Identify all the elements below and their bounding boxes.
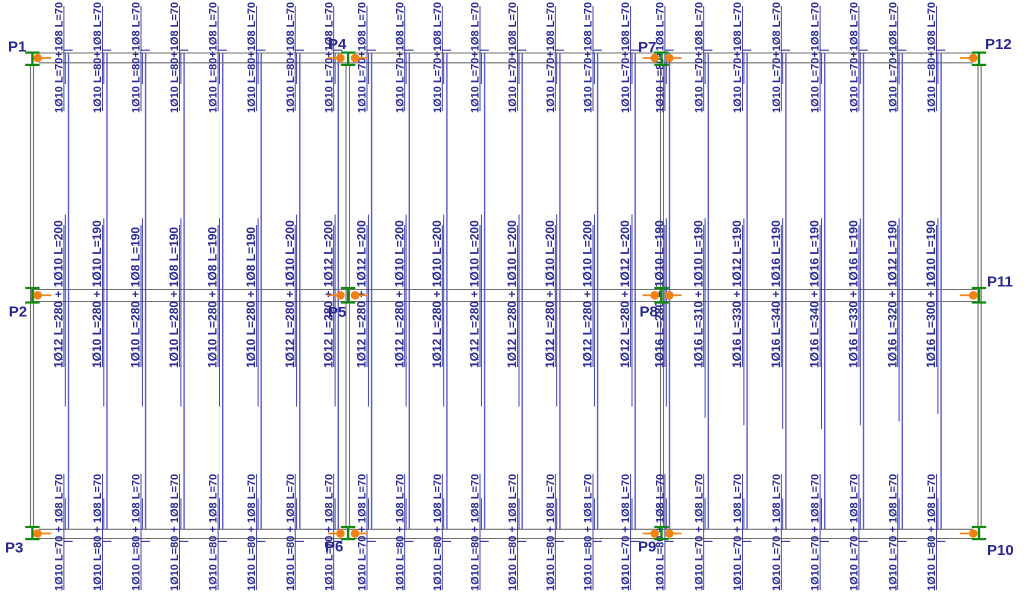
svg-text:1Ø16 L=340 + 1Ø16 L=190: 1Ø16 L=340 + 1Ø16 L=190 — [808, 220, 822, 368]
svg-text:P4: P4 — [328, 36, 347, 53]
svg-text:1Ø10 L=70+1Ø8 L=70: 1Ø10 L=70+1Ø8 L=70 — [620, 2, 632, 113]
svg-text:1Ø10 L=70+1Ø8 L=70: 1Ø10 L=70+1Ø8 L=70 — [732, 2, 744, 113]
svg-text:1Ø10 L=80 + 1Ø8 L=70: 1Ø10 L=80 + 1Ø8 L=70 — [208, 474, 220, 591]
svg-text:P5: P5 — [328, 304, 346, 321]
svg-text:1Ø10 L=80+1Ø8 L=70: 1Ø10 L=80+1Ø8 L=70 — [285, 2, 297, 113]
svg-text:1Ø10 L=80+1Ø8 L=70: 1Ø10 L=80+1Ø8 L=70 — [208, 2, 220, 113]
svg-text:1Ø10 L=80+1Ø8 L=70: 1Ø10 L=80+1Ø8 L=70 — [926, 2, 938, 113]
svg-text:1Ø12 L=280 + 1Ø10 L=200: 1Ø12 L=280 + 1Ø10 L=200 — [581, 220, 595, 368]
svg-text:1Ø10 L=70+1Ø8 L=70: 1Ø10 L=70+1Ø8 L=70 — [693, 2, 705, 113]
svg-text:1Ø10 L=70 + 1Ø8 L=70: 1Ø10 L=70 + 1Ø8 L=70 — [54, 474, 66, 591]
svg-text:1Ø10 L=70 + 1Ø8 L=70: 1Ø10 L=70 + 1Ø8 L=70 — [810, 474, 822, 591]
svg-text:1Ø12 L=280 + 1Ø12 L=200: 1Ø12 L=280 + 1Ø12 L=200 — [321, 220, 335, 368]
svg-text:1Ø16 L=320 + 1Ø12 L=190: 1Ø16 L=320 + 1Ø12 L=190 — [885, 220, 899, 368]
svg-text:1Ø10 L=70 + 1Ø8 L=70: 1Ø10 L=70 + 1Ø8 L=70 — [693, 474, 705, 591]
svg-text:P9: P9 — [638, 539, 656, 556]
svg-text:1Ø12 L=280 + 1Ø10 L=200: 1Ø12 L=280 + 1Ø10 L=200 — [468, 220, 482, 368]
svg-text:1Ø10 L=80+1Ø8 L=70: 1Ø10 L=80+1Ø8 L=70 — [131, 2, 143, 113]
svg-text:1Ø12 L=280 + 1Ø12 L=200: 1Ø12 L=280 + 1Ø12 L=200 — [355, 220, 369, 368]
svg-text:1Ø10 L=70 + 1Ø8 L=70: 1Ø10 L=70 + 1Ø8 L=70 — [771, 474, 783, 591]
svg-text:1Ø10 L=70+1Ø8 L=70: 1Ø10 L=70+1Ø8 L=70 — [810, 2, 822, 113]
svg-text:P6: P6 — [325, 539, 343, 556]
svg-text:1Ø10 L=70 + 1Ø8 L=70: 1Ø10 L=70 + 1Ø8 L=70 — [732, 474, 744, 591]
svg-text:1Ø12 L=280 + 1Ø12 L=200: 1Ø12 L=280 + 1Ø12 L=200 — [618, 220, 632, 368]
svg-text:1Ø10 L=70+1Ø8 L=70: 1Ø10 L=70+1Ø8 L=70 — [771, 2, 783, 113]
svg-text:1Ø10 L=80 + 1Ø8 L=70: 1Ø10 L=80 + 1Ø8 L=70 — [169, 474, 181, 591]
svg-text:1Ø12 L=280 + 1Ø10 L=200: 1Ø12 L=280 + 1Ø10 L=200 — [283, 220, 297, 368]
svg-text:1Ø10 L=80 + 1Ø8 L=70: 1Ø10 L=80 + 1Ø8 L=70 — [583, 474, 595, 591]
svg-text:1Ø10 L=280 + 1Ø8 L=190: 1Ø10 L=280 + 1Ø8 L=190 — [206, 227, 220, 368]
svg-text:P10: P10 — [987, 542, 1014, 559]
svg-text:1Ø12 L=280 + 1Ø10 L=200: 1Ø12 L=280 + 1Ø10 L=200 — [392, 220, 406, 368]
svg-text:1Ø10 L=280 + 1Ø10 L=190: 1Ø10 L=280 + 1Ø10 L=190 — [90, 220, 104, 368]
svg-text:1Ø10 L=80 + 1Ø8 L=70: 1Ø10 L=80 + 1Ø8 L=70 — [507, 474, 519, 591]
svg-text:1Ø12 L=280 + 1Ø10 L=200: 1Ø12 L=280 + 1Ø10 L=200 — [52, 220, 66, 368]
svg-text:1Ø10 L=80+1Ø8 L=70: 1Ø10 L=80+1Ø8 L=70 — [169, 2, 181, 113]
svg-text:1Ø10 L=70+1Ø8 L=70: 1Ø10 L=70+1Ø8 L=70 — [887, 2, 899, 113]
svg-text:1Ø10 L=80 + 1Ø8 L=70: 1Ø10 L=80 + 1Ø8 L=70 — [545, 474, 557, 591]
svg-text:1Ø16 L=300 + 1Ø10 L=190: 1Ø16 L=300 + 1Ø10 L=190 — [924, 220, 938, 368]
svg-text:1Ø10 L=80+1Ø8 L=70: 1Ø10 L=80+1Ø8 L=70 — [246, 2, 258, 113]
svg-text:1Ø16 L=310 + 1Ø10 L=190: 1Ø16 L=310 + 1Ø10 L=190 — [691, 220, 705, 368]
svg-text:1Ø10 L=70+1Ø8 L=70: 1Ø10 L=70+1Ø8 L=70 — [507, 2, 519, 113]
svg-text:P3: P3 — [5, 540, 23, 557]
svg-text:P7: P7 — [638, 39, 656, 56]
svg-text:1Ø10 L=70+1Ø8 L=70: 1Ø10 L=70+1Ø8 L=70 — [583, 2, 595, 113]
svg-text:1Ø10 L=80 + 1Ø8 L=70: 1Ø10 L=80 + 1Ø8 L=70 — [131, 474, 143, 591]
svg-text:1Ø10 L=70+1Ø8 L=70: 1Ø10 L=70+1Ø8 L=70 — [545, 2, 557, 113]
svg-text:1Ø10 L=70 + 1Ø8 L=70: 1Ø10 L=70 + 1Ø8 L=70 — [620, 474, 632, 591]
svg-text:P1: P1 — [8, 39, 26, 56]
svg-text:P8: P8 — [640, 304, 658, 321]
svg-text:1Ø10 L=80 + 1Ø8 L=70: 1Ø10 L=80 + 1Ø8 L=70 — [92, 474, 104, 591]
svg-text:P11: P11 — [987, 274, 1013, 291]
svg-text:1Ø10 L=80 + 1Ø8 L=70: 1Ø10 L=80 + 1Ø8 L=70 — [394, 474, 406, 591]
svg-text:1Ø16 L=330 + 1Ø12 L=190: 1Ø16 L=330 + 1Ø12 L=190 — [730, 220, 744, 368]
svg-text:1Ø16 L=280 + 1Ø10 L=190: 1Ø16 L=280 + 1Ø10 L=190 — [653, 220, 667, 368]
svg-text:P2: P2 — [9, 304, 27, 321]
svg-text:1Ø10 L=280 + 1Ø8 L=190: 1Ø10 L=280 + 1Ø8 L=190 — [167, 227, 181, 368]
svg-text:1Ø16 L=330 + 1Ø16 L=190: 1Ø16 L=330 + 1Ø16 L=190 — [847, 220, 861, 368]
svg-text:1Ø10 L=70+1Ø8 L=70: 1Ø10 L=70+1Ø8 L=70 — [849, 2, 861, 113]
svg-text:1Ø10 L=70 + 1Ø8 L=70: 1Ø10 L=70 + 1Ø8 L=70 — [887, 474, 899, 591]
svg-text:1Ø10 L=80 + 1Ø8 L=70: 1Ø10 L=80 + 1Ø8 L=70 — [926, 474, 938, 591]
svg-text:1Ø12 L=280 + 1Ø10 L=200: 1Ø12 L=280 + 1Ø10 L=200 — [505, 220, 519, 368]
svg-text:1Ø10 L=280 + 1Ø8 L=190: 1Ø10 L=280 + 1Ø8 L=190 — [244, 227, 258, 368]
svg-text:1Ø10 L=70+1Ø8 L=70: 1Ø10 L=70+1Ø8 L=70 — [394, 2, 406, 113]
svg-text:1Ø12 L=280 + 1Ø10 L=200: 1Ø12 L=280 + 1Ø10 L=200 — [543, 220, 557, 368]
svg-text:1Ø10 L=70+1Ø8 L=70: 1Ø10 L=70+1Ø8 L=70 — [432, 2, 444, 113]
svg-text:1Ø10 L=80 + 1Ø8 L=70: 1Ø10 L=80 + 1Ø8 L=70 — [470, 474, 482, 591]
svg-text:1Ø10 L=280 + 1Ø8 L=190: 1Ø10 L=280 + 1Ø8 L=190 — [129, 227, 143, 368]
svg-text:1Ø10 L=70+1Ø8 L=70: 1Ø10 L=70+1Ø8 L=70 — [470, 2, 482, 113]
svg-text:1Ø16 L=340 + 1Ø16 L=190: 1Ø16 L=340 + 1Ø16 L=190 — [769, 220, 783, 368]
svg-text:1Ø10 L=70 + 1Ø8 L=70: 1Ø10 L=70 + 1Ø8 L=70 — [323, 474, 335, 591]
svg-text:1Ø10 L=70 + 1Ø8 L=70: 1Ø10 L=70 + 1Ø8 L=70 — [849, 474, 861, 591]
svg-text:1Ø10 L=80 + 1Ø8 L=70: 1Ø10 L=80 + 1Ø8 L=70 — [246, 474, 258, 591]
svg-text:P12: P12 — [985, 36, 1012, 53]
svg-text:1Ø10 L=80+1Ø8 L=70: 1Ø10 L=80+1Ø8 L=70 — [92, 2, 104, 113]
svg-text:1Ø10 L=80 + 1Ø8 L=70: 1Ø10 L=80 + 1Ø8 L=70 — [285, 474, 297, 591]
svg-text:1Ø10 L=70 + 1Ø8 L=70: 1Ø10 L=70 + 1Ø8 L=70 — [357, 474, 369, 591]
svg-text:1Ø12 L=280 + 1Ø10 L=200: 1Ø12 L=280 + 1Ø10 L=200 — [430, 220, 444, 368]
svg-text:1Ø10 L=70+1Ø8 L=70: 1Ø10 L=70+1Ø8 L=70 — [54, 2, 66, 113]
svg-text:1Ø10 L=80 + 1Ø8 L=70: 1Ø10 L=80 + 1Ø8 L=70 — [432, 474, 444, 591]
